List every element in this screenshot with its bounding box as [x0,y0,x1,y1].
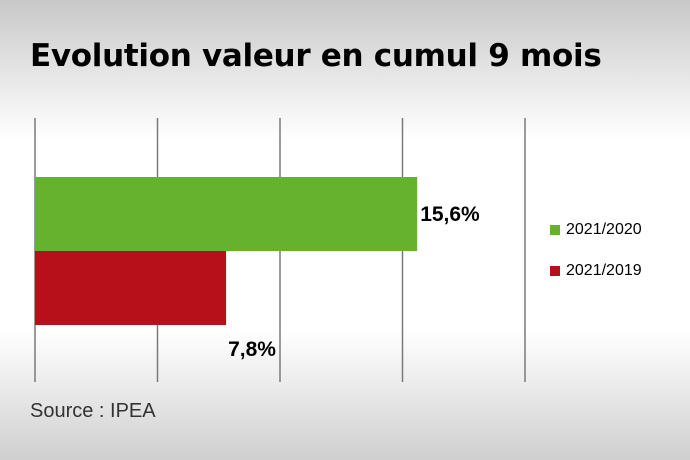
bar-2021-2020 [35,177,418,251]
legend-label-2021-2020: 2021/2020 [566,221,642,238]
legend-label-2021-2019: 2021/2019 [566,262,642,279]
data-label-2021-2019: 7,8% [228,338,276,361]
data-label-2021-2020: 15,6% [420,203,480,226]
legend-swatch-2021-2019 [550,266,560,276]
legend-item-2021-2020: 2021/2020 [550,219,642,241]
bar-2021-2019 [35,251,227,325]
chart-title: Evolution valeur en cumul 9 mois [30,38,602,74]
source-note: Source : IPEA [30,400,156,422]
legend-item-2021-2019: 2021/2019 [550,260,642,282]
legend-swatch-2021-2020 [550,225,560,235]
